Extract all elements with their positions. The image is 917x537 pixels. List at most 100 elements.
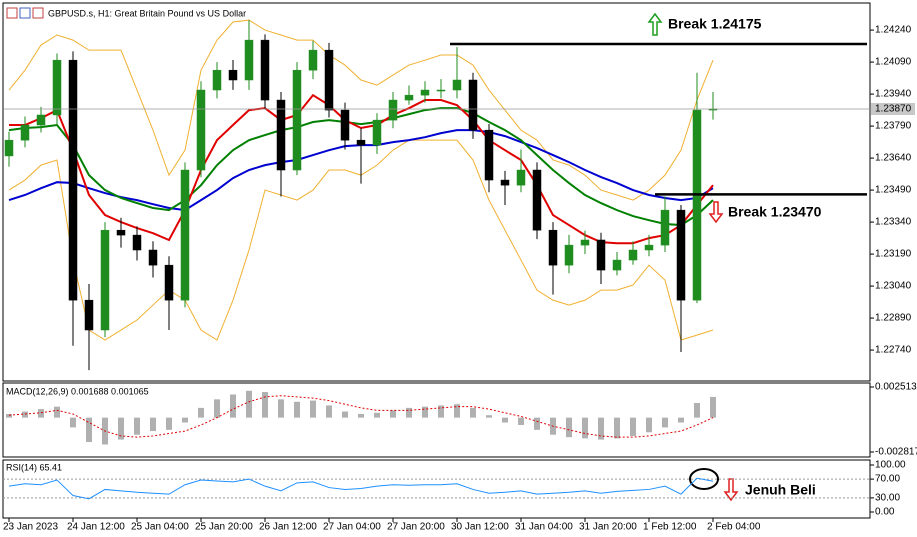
- candle-body: [356, 139, 366, 146]
- candle-body: [628, 249, 638, 261]
- macd-bar: [582, 417, 588, 439]
- candle-body: [500, 179, 510, 186]
- candle-body: [596, 239, 606, 271]
- y-tick-label: 30.00: [875, 493, 900, 504]
- macd-bar: [374, 412, 380, 418]
- y-tick-label: 70.00: [875, 474, 900, 485]
- macd-bar: [86, 417, 92, 443]
- last-price-box: [871, 103, 915, 116]
- macd-bar: [406, 407, 412, 418]
- candle-body: [4, 139, 14, 157]
- macd-bar: [646, 417, 652, 433]
- y-tick-label: 1.22740: [875, 345, 912, 356]
- rsi-title: RSI(14) 65.41: [6, 462, 62, 472]
- macd-bar: [534, 417, 540, 430]
- macd-bar: [502, 417, 508, 423]
- x-tick-label: 25 Jan 04:00: [131, 522, 189, 533]
- toolbar-icons: [6, 7, 44, 19]
- x-tick-label: 24 Jan 12:00: [67, 522, 125, 533]
- icon: [19, 7, 31, 19]
- y-tick-label: 1.22890: [875, 313, 912, 324]
- candle-body: [420, 89, 430, 96]
- macd-bar: [230, 394, 236, 418]
- macd-bar: [454, 404, 460, 418]
- macd-bar: [54, 406, 60, 418]
- annotation: Jenuh Beli: [745, 482, 816, 498]
- macd-bar: [214, 399, 220, 418]
- candle-body: [100, 229, 110, 331]
- candle-body: [260, 39, 270, 101]
- y-tick-label: 1.23940: [875, 89, 912, 100]
- macd-bar: [630, 417, 636, 436]
- macd-bar: [310, 400, 316, 418]
- candle-body: [516, 169, 526, 186]
- macd-bar: [662, 417, 668, 428]
- x-tick-label: 31 Jan 20:00: [579, 522, 637, 533]
- candle-body: [276, 99, 286, 171]
- macd-signal: [8, 395, 714, 438]
- candle-body: [84, 299, 94, 331]
- candle-body: [436, 89, 446, 92]
- macd-bar: [422, 406, 428, 418]
- macd-bar: [358, 413, 364, 418]
- candle-body: [692, 109, 702, 301]
- rsi-line: [8, 477, 714, 500]
- candle-body: [324, 49, 334, 111]
- candle-body: [468, 79, 478, 131]
- candle-body: [68, 59, 78, 301]
- x-tick-label: 23 Jan 2023: [3, 522, 58, 533]
- candle-body: [132, 234, 142, 251]
- candle-body: [452, 79, 462, 91]
- candle-body: [404, 94, 414, 101]
- down-arrow: [708, 201, 724, 224]
- y-tick-label: 0.00: [875, 507, 895, 518]
- x-tick-label: 1 Feb 12:00: [643, 522, 697, 533]
- x-tick-label: 31 Jan 04:00: [515, 522, 573, 533]
- y-tick-label: 1.23340: [875, 217, 912, 228]
- last-price-label: 1.23870: [875, 104, 912, 115]
- icon: [32, 7, 44, 19]
- price-panel: [2, 2, 871, 382]
- candle-body: [52, 59, 62, 116]
- y-tick-label: 1.23190: [875, 249, 912, 260]
- macd-bar: [22, 411, 28, 418]
- macd-bar: [710, 396, 716, 418]
- x-tick-label: 30 Jan 12:00: [451, 522, 509, 533]
- candle-body: [308, 49, 318, 71]
- y-tick-label: 0.002513: [875, 382, 917, 393]
- macd-bar: [262, 392, 268, 418]
- y-tick-label: 1.24090: [875, 57, 912, 68]
- x-tick-label: 2 Feb 04:00: [707, 522, 761, 533]
- x-tick-label: 26 Jan 12:00: [259, 522, 317, 533]
- macd-bar: [598, 417, 604, 440]
- y-tick-label: 1.24240: [875, 25, 912, 36]
- macd-bar: [566, 417, 572, 438]
- candle-body: [564, 244, 574, 266]
- candle-body: [660, 209, 670, 246]
- macd-bar: [694, 403, 700, 418]
- candle-body: [484, 129, 494, 181]
- candle-body: [196, 89, 206, 171]
- y-tick-label: 1.23640: [875, 153, 912, 164]
- macd-bar: [6, 413, 12, 418]
- macd-bar: [118, 417, 124, 440]
- candle-body: [644, 244, 654, 251]
- y-tick-label: -0.002817: [875, 447, 917, 458]
- macd-bar: [342, 411, 348, 418]
- candle-body: [612, 259, 622, 271]
- candle-body: [372, 119, 382, 146]
- indicator-line: [9, 93, 714, 245]
- candle-body: [244, 39, 254, 81]
- macd-bar: [150, 417, 156, 432]
- indicator-line: [8, 107, 714, 227]
- highlight-circle: [689, 468, 719, 490]
- candle-body: [148, 249, 158, 266]
- candle-body: [228, 69, 238, 81]
- candle-body: [340, 109, 350, 141]
- macd-bar: [278, 399, 284, 418]
- macd-bar: [134, 417, 140, 435]
- candle-body: [36, 114, 46, 126]
